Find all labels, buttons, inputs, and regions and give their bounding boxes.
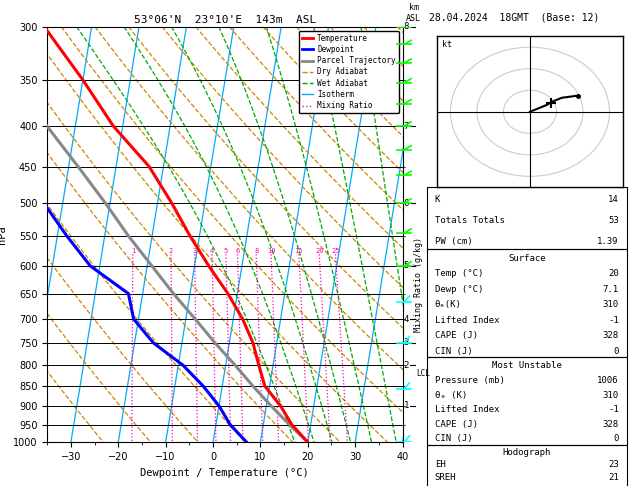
Text: CAPE (J): CAPE (J) — [435, 420, 478, 429]
Text: 328: 328 — [603, 420, 619, 429]
Text: SREH: SREH — [435, 473, 456, 482]
Text: 1006: 1006 — [598, 376, 619, 385]
Text: 0: 0 — [613, 347, 619, 356]
Text: Surface: Surface — [508, 254, 545, 263]
Text: 14: 14 — [608, 195, 619, 204]
Text: θₑ (K): θₑ (K) — [435, 391, 467, 399]
X-axis label: Dewpoint / Temperature (°C): Dewpoint / Temperature (°C) — [140, 468, 309, 478]
Text: 5: 5 — [404, 261, 409, 270]
Text: 53: 53 — [608, 216, 619, 225]
Text: 23: 23 — [608, 460, 619, 469]
Legend: Temperature, Dewpoint, Parcel Trajectory, Dry Adiabat, Wet Adiabat, Isotherm, Mi: Temperature, Dewpoint, Parcel Trajectory… — [299, 31, 399, 113]
Text: Dewp (°C): Dewp (°C) — [435, 285, 483, 294]
Text: 310: 310 — [603, 391, 619, 399]
Text: 10: 10 — [267, 248, 276, 254]
Text: 4: 4 — [404, 314, 409, 324]
Text: 21: 21 — [608, 473, 619, 482]
Text: Pressure (mb): Pressure (mb) — [435, 376, 504, 385]
Text: LCL: LCL — [416, 369, 430, 378]
Text: CAPE (J): CAPE (J) — [435, 331, 478, 340]
Text: Lifted Index: Lifted Index — [435, 316, 499, 325]
Text: Most Unstable: Most Unstable — [492, 362, 562, 370]
Text: Lifted Index: Lifted Index — [435, 405, 499, 414]
Text: 8: 8 — [404, 22, 409, 31]
Text: CIN (J): CIN (J) — [435, 347, 472, 356]
Text: θₑ(K): θₑ(K) — [435, 300, 462, 309]
Text: -1: -1 — [608, 316, 619, 325]
Text: 5: 5 — [224, 248, 228, 254]
Text: 2: 2 — [169, 248, 173, 254]
Text: 20: 20 — [315, 248, 323, 254]
Y-axis label: hPa: hPa — [0, 225, 8, 244]
Text: 0: 0 — [613, 434, 619, 443]
Text: 2: 2 — [404, 361, 409, 370]
Text: EH: EH — [435, 460, 445, 469]
Text: 1: 1 — [404, 401, 409, 410]
Title: 53°06'N  23°10'E  143m  ASL: 53°06'N 23°10'E 143m ASL — [134, 15, 316, 25]
Text: CIN (J): CIN (J) — [435, 434, 472, 443]
Text: Temp (°C): Temp (°C) — [435, 269, 483, 278]
Text: 6: 6 — [235, 248, 240, 254]
Text: 310: 310 — [603, 300, 619, 309]
Text: 20: 20 — [608, 269, 619, 278]
Text: -1: -1 — [608, 405, 619, 414]
Text: 4: 4 — [210, 248, 214, 254]
Text: 3: 3 — [192, 248, 197, 254]
Text: kt: kt — [442, 40, 452, 49]
Text: Hodograph: Hodograph — [503, 448, 551, 457]
Text: 15: 15 — [294, 248, 303, 254]
Text: 7: 7 — [404, 122, 409, 131]
Text: 1.39: 1.39 — [598, 237, 619, 245]
Text: K: K — [435, 195, 440, 204]
Text: Mixing Ratio (g/kg): Mixing Ratio (g/kg) — [414, 237, 423, 332]
Text: 1: 1 — [131, 248, 135, 254]
Text: 8: 8 — [254, 248, 259, 254]
Text: 7.1: 7.1 — [603, 285, 619, 294]
Text: PW (cm): PW (cm) — [435, 237, 472, 245]
Text: 328: 328 — [603, 331, 619, 340]
Text: 6: 6 — [404, 199, 409, 208]
Text: 25: 25 — [331, 248, 340, 254]
Text: 28.04.2024  18GMT  (Base: 12): 28.04.2024 18GMT (Base: 12) — [429, 12, 599, 22]
Text: km
ASL: km ASL — [406, 3, 421, 22]
Text: Totals Totals: Totals Totals — [435, 216, 504, 225]
Text: 3: 3 — [404, 338, 409, 347]
